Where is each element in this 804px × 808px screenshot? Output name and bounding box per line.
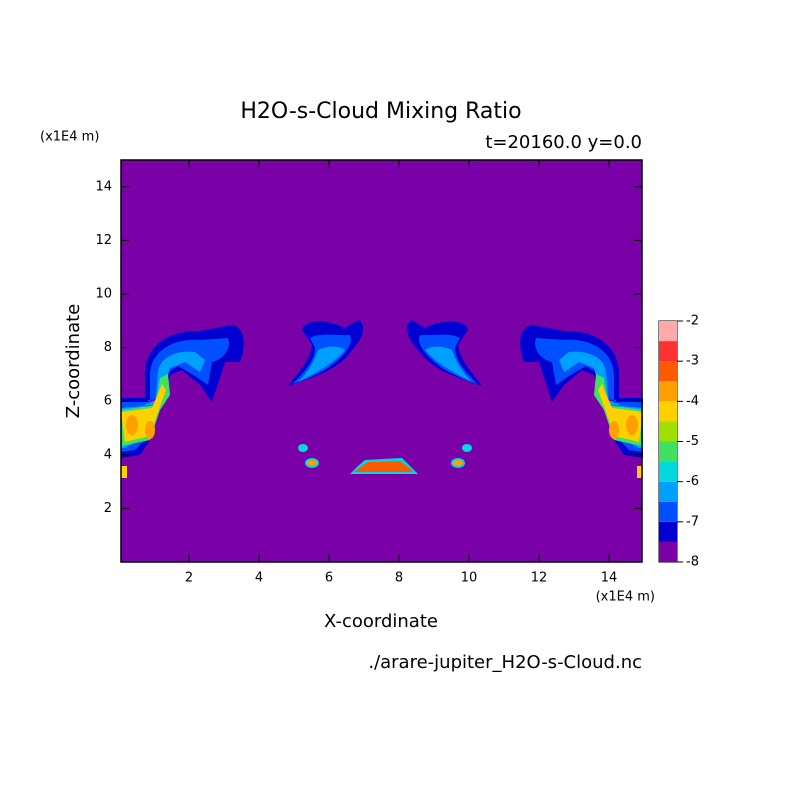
colorbar-band	[659, 521, 677, 542]
y-tick-label: 2	[104, 501, 112, 516]
colorbar-band	[659, 461, 677, 482]
colorbar-band	[659, 501, 677, 522]
x-tick-label: 12	[531, 571, 548, 586]
colorbar-tick-label: -7	[686, 514, 699, 529]
x-tick-label: 6	[325, 571, 333, 586]
x-tick-label: 14	[601, 571, 618, 586]
contour-field	[121, 319, 643, 478]
core-cloud	[354, 461, 414, 472]
colorbar-band	[659, 421, 677, 442]
x-tick-label: 4	[255, 571, 263, 586]
x-unit: (x1E4 m)	[596, 590, 655, 605]
colorbar-band	[659, 401, 677, 422]
x-axis-label: X-coordinate	[324, 611, 438, 632]
x-tick-label: 2	[185, 571, 193, 586]
colorbar-tick-label: -2	[686, 314, 699, 329]
y-tick-label: 4	[104, 447, 112, 462]
y-tick-label: 14	[95, 179, 112, 194]
y-tick-label: 8	[104, 340, 112, 355]
colorbar-tick-label: -3	[686, 354, 699, 369]
colorbar-band	[659, 321, 677, 342]
colorbar-band	[659, 441, 677, 462]
plot-frame	[120, 159, 643, 563]
y-tick-label: 10	[95, 287, 112, 302]
x-tick-label: 10	[461, 571, 478, 586]
colorbar-tick-label: -4	[686, 394, 699, 409]
colorbar-tick-label: -6	[686, 474, 699, 489]
colorbar-band	[659, 341, 677, 362]
chart-title: H2O-s-Cloud Mixing Ratio	[240, 99, 521, 124]
mid-cloud	[288, 320, 364, 468]
y-tick-label: 12	[95, 233, 112, 248]
y-tick-label: 6	[104, 394, 112, 409]
subtitle: t=20160.0 y=0.0	[485, 132, 642, 153]
colorbar-tick-label: -5	[686, 434, 699, 449]
side-cloud	[121, 325, 244, 478]
y-unit: (x1E4 m)	[40, 130, 99, 145]
colorbar-band	[659, 361, 677, 382]
colorbar-band	[659, 381, 677, 402]
x-tick-label: 8	[395, 571, 403, 586]
colorbar-band	[659, 481, 677, 502]
y-axis-label: Z-coordinate	[63, 304, 84, 419]
colorbar-band	[659, 541, 677, 562]
colorbar-tick-label: -8	[686, 555, 699, 570]
footer: ./arare-jupiter_H2O-s-Cloud.nc	[368, 652, 642, 673]
